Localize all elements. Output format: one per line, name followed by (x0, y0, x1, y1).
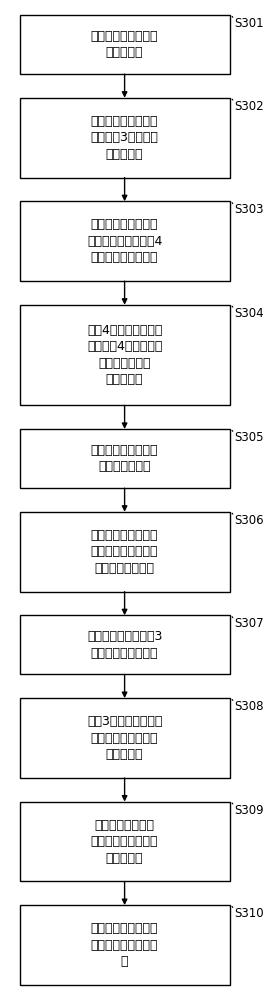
Bar (20, 201, 230, 281)
Bar (20, 305, 230, 405)
Bar (20, 615, 230, 674)
Bar (20, 698, 230, 778)
Text: S302: S302 (235, 100, 264, 113)
Bar (20, 429, 230, 488)
Text: 将球心全局坐标传递
给下一站位的支撑部
件: 将球心全局坐标传递 给下一站位的支撑部 件 (91, 922, 158, 968)
Text: S305: S305 (235, 431, 264, 444)
Text: 根据4个测量点的局部
坐标计算4个测量点包
络成的球面的球
心局部坐标: 根据4个测量点的局部 坐标计算4个测量点包 络成的球面的球 心局部坐标 (87, 324, 162, 386)
Text: S306: S306 (235, 514, 264, 527)
Bar (20, 802, 230, 881)
Bar (20, 15, 230, 74)
Text: S308: S308 (235, 700, 264, 713)
Text: 计算3个辅助点的局部
坐标和全局坐标之间
的转换关系: 计算3个辅助点的局部 坐标和全局坐标之间 的转换关系 (87, 715, 162, 761)
Text: S310: S310 (235, 907, 264, 920)
Text: 根据转换关系将球
心局部坐标转换为球
心全局坐标: 根据转换关系将球 心局部坐标转换为球 心全局坐标 (91, 819, 158, 865)
Bar (20, 98, 230, 178)
Text: S309: S309 (235, 804, 264, 817)
Text: 在每个局部坐标系上
测量任意3个辅助点
的局部坐标: 在每个局部坐标系上 测量任意3个辅助点 的局部坐标 (91, 115, 158, 161)
Bar (20, 905, 230, 985)
Text: S307: S307 (235, 617, 264, 630)
Text: 测量在工艺球头和球
窝的接触面上的任意4
个测量点的局部坐标: 测量在工艺球头和球 窝的接触面上的任意4 个测量点的局部坐标 (87, 218, 162, 264)
Text: 将飞机大部件固定在
多个支撑部件上: 将飞机大部件固定在 多个支撑部件上 (91, 444, 158, 473)
Text: 在全局坐标系上测量3
个辅助点的全局坐标: 在全局坐标系上测量3 个辅助点的全局坐标 (87, 630, 162, 660)
Text: S304: S304 (235, 307, 264, 320)
Text: S303: S303 (235, 203, 264, 216)
Text: 为每个支撑部件建立
局部坐标系: 为每个支撑部件建立 局部坐标系 (91, 30, 158, 59)
Bar (20, 512, 230, 592)
Text: 为由多个支撑部件构
成的飞机装配现场平
台建立全局坐标系: 为由多个支撑部件构 成的飞机装配现场平 台建立全局坐标系 (91, 529, 158, 575)
Text: S301: S301 (235, 17, 264, 30)
